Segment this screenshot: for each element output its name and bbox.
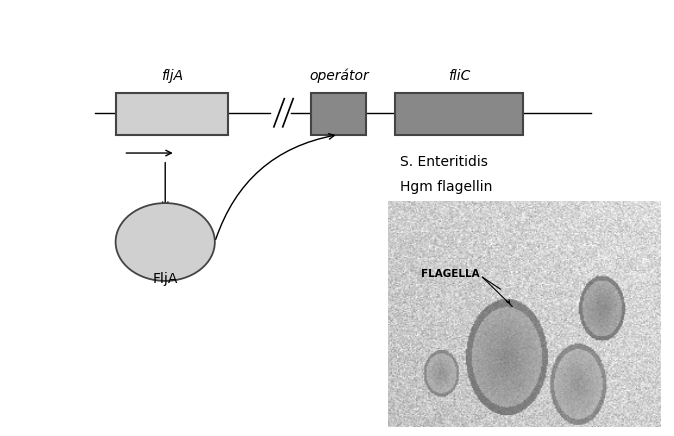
Text: FLAGELLA: FLAGELLA [421,269,479,279]
FancyArrowPatch shape [216,134,334,239]
Bar [116,92,228,135]
Ellipse shape [116,203,215,281]
Text: S. Enteritidis: S. Enteritidis [400,155,488,169]
Text: fliC: fliC [448,69,470,83]
Text: operátor: operátor [309,68,369,83]
Text: fljA: fljA [160,69,183,83]
Bar [395,92,523,135]
Text: Hgm flagellin: Hgm flagellin [400,180,493,194]
Bar [311,92,367,135]
Text: FljA: FljA [152,272,178,286]
